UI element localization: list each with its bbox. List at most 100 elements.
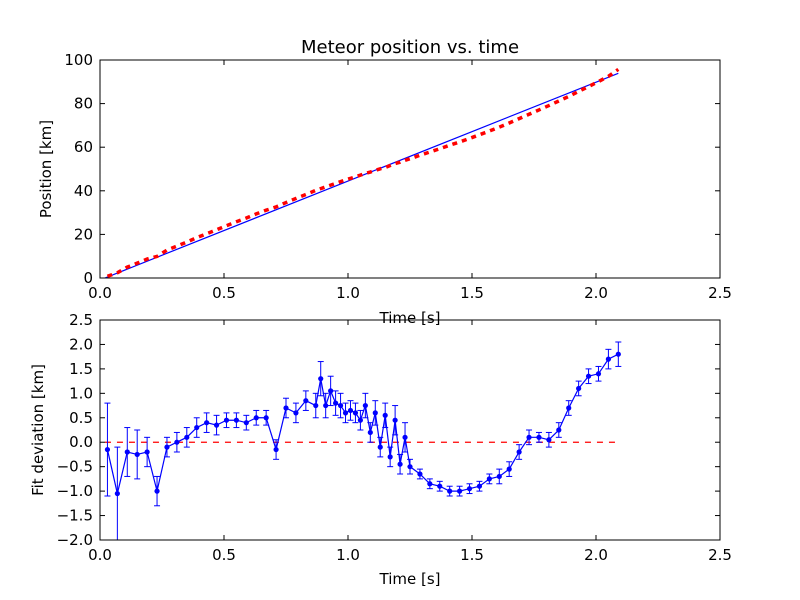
deviation-point (556, 427, 562, 433)
deviation-point (585, 373, 592, 379)
deviation-plot-xlabel: Time [s] (379, 570, 441, 588)
deviation-plot-xtick-label: 0.0 (88, 546, 112, 564)
deviation-point (506, 466, 512, 472)
deviation-point (293, 410, 299, 416)
position-plot-xtick-label: 1.0 (336, 284, 360, 302)
deviation-point (337, 402, 344, 409)
deviation-point (576, 385, 582, 392)
deviation-plot-ytick-label: −1.5 (57, 507, 93, 525)
deviation-point (566, 405, 572, 411)
deviation-line (106, 353, 619, 494)
deviation-point (437, 483, 443, 489)
deviation-point (273, 446, 279, 453)
deviation-point (476, 483, 483, 489)
position-plot-ytick-label: 40 (74, 182, 93, 200)
position-plot-ytick-label: 20 (74, 225, 93, 243)
deviation-plot-data (104, 341, 622, 540)
deviation-point (347, 407, 354, 414)
deviation-point (407, 464, 413, 470)
deviation-point (243, 420, 249, 426)
deviation-point (253, 415, 259, 421)
deviation-plot-xtick-label: 1.0 (336, 546, 360, 564)
deviation-point (174, 439, 180, 445)
deviation-point (303, 398, 309, 404)
deviation-point (595, 371, 602, 377)
deviation-point (605, 356, 612, 362)
position-plot-title: Meteor position vs. time (301, 37, 519, 58)
position-plot-xtick-label: 2.5 (708, 284, 732, 302)
position-plot: Meteor position vs. time 0.0 0.5 1.0 1.5 2.0… (37, 37, 732, 327)
deviation-point (427, 481, 433, 487)
deviation-plot-ytick-label: −0.5 (57, 458, 93, 476)
deviation-point (546, 437, 552, 443)
deviation-point (417, 471, 423, 477)
deviation-point (457, 488, 463, 494)
deviation-point (342, 410, 349, 416)
deviation-point (204, 420, 210, 426)
deviation-plot-ytick-label: 1.5 (69, 360, 93, 378)
deviation-point (392, 417, 398, 423)
position-plot-ytick-label: 60 (74, 138, 93, 156)
position-plot-ytick-label: 100 (64, 51, 93, 69)
deviation-point (328, 388, 334, 394)
deviation-plot-xtick-label: 1.5 (460, 546, 484, 564)
deviation-point (134, 451, 140, 458)
deviation-point (516, 449, 522, 455)
deviation-point (382, 412, 388, 418)
deviation-point (114, 490, 120, 497)
position-plot-xtick-label: 0.5 (212, 284, 236, 302)
deviation-plot-xtick-label: 2.0 (584, 546, 608, 564)
deviation-plot-ytick-label: 0.0 (69, 433, 93, 451)
deviation-plot: 0.0 0.5 1.0 1.5 2.0 2.5 2.5 2.0 1.5 1.0 0.5 0.0 −0.5… (29, 311, 732, 588)
deviation-plot-ytick-label: 0.5 (69, 409, 93, 427)
deviation-point (367, 429, 373, 436)
deviation-point (223, 417, 230, 423)
deviation-point (323, 402, 329, 409)
deviation-point (352, 410, 359, 416)
deviation-plot-ytick-label: −2.0 (57, 531, 93, 549)
deviation-point (615, 351, 621, 357)
deviation-plot-ytick-label: 1.0 (69, 384, 93, 402)
deviation-plot-xtick-label: 0.5 (212, 546, 236, 564)
deviation-point (104, 446, 111, 453)
position-plot-xtick-label: 1.5 (460, 284, 484, 302)
deviation-point (333, 400, 339, 406)
deviation-point (233, 417, 239, 423)
deviation-point (447, 488, 453, 494)
deviation-point (372, 410, 378, 416)
deviation-point (496, 473, 502, 480)
deviation-point (377, 444, 383, 450)
deviation-point (387, 454, 393, 460)
deviation-point (397, 461, 403, 467)
deviation-point (318, 376, 324, 382)
deviation-plot-ticks: 0.0 0.5 1.0 1.5 2.0 2.5 2.5 2.0 1.5 1.0 0.5 0.0 −0.5… (57, 311, 732, 564)
deviation-plot-ytick-label: 2.0 (69, 335, 93, 353)
deviation-point (313, 402, 319, 409)
deviation-point (402, 434, 408, 440)
deviation-plot-ylabel: Fit deviation [km] (29, 364, 47, 496)
deviation-point (362, 402, 368, 409)
deviation-point (213, 422, 220, 428)
deviation-point (536, 434, 542, 440)
position-plot-ylabel: Position [km] (37, 120, 55, 218)
position-plot-ytick-label: 80 (74, 95, 93, 113)
deviation-point (194, 424, 200, 431)
deviation-point (466, 486, 473, 492)
deviation-point (263, 415, 269, 421)
deviation-point (154, 488, 160, 494)
position-plot-xtick-label: 2.0 (584, 284, 608, 302)
observed-position-line (106, 67, 620, 278)
position-plot-frame (99, 59, 721, 279)
deviation-point (486, 476, 492, 482)
position-plot-ytick-label: 0 (83, 269, 93, 287)
deviation-point (164, 444, 170, 450)
deviation-point (357, 417, 363, 423)
deviation-point (526, 434, 532, 440)
deviation-plot-frame (99, 319, 721, 541)
deviation-plot-xtick-label: 2.5 (708, 546, 732, 564)
position-plot-data (104, 67, 620, 279)
deviation-point (124, 449, 130, 455)
deviation-point (283, 405, 289, 411)
position-plot-xlabel: Time [s] (379, 309, 441, 327)
